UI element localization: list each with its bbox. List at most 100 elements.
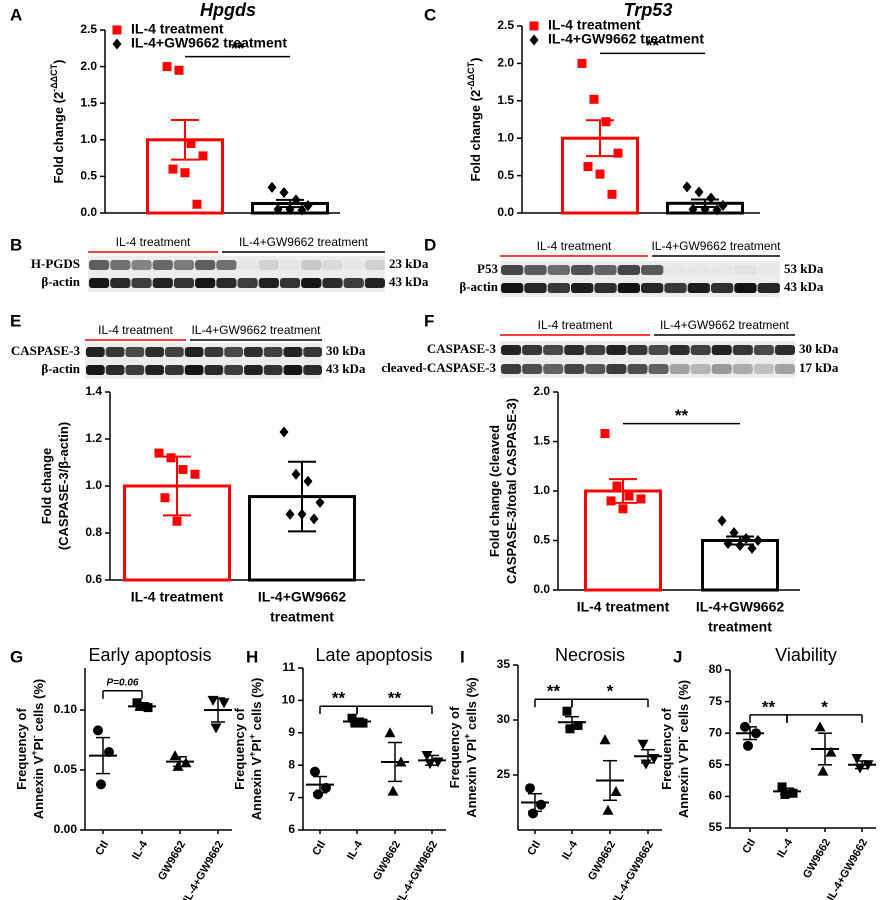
blot-band (184, 347, 204, 357)
blot-row-label: H-PGDS (31, 256, 80, 271)
y-tick-label: 2.0 (80, 59, 97, 73)
y-axis-label-part: cells (%) (676, 680, 691, 736)
data-point (637, 739, 649, 750)
blot-band (757, 283, 780, 293)
y-tick-label: 8 (288, 757, 295, 771)
y-tick-label: 11 (282, 660, 295, 674)
blot-band (547, 265, 570, 275)
data-point (682, 181, 692, 193)
y-axis-label-part: Annexin V (464, 754, 479, 818)
data-point (610, 786, 622, 796)
blot-band (627, 364, 648, 374)
data-point (735, 539, 745, 551)
blot-row-label: cleaved-CASPASE-3 (381, 360, 496, 375)
blot-band (152, 278, 173, 288)
chart-title: Trp53 (624, 0, 673, 20)
y-axis-label: Fold change (39, 448, 54, 525)
blot-band (501, 265, 524, 275)
blot-band (165, 365, 184, 375)
blot-band (774, 345, 795, 355)
blot-band (152, 260, 173, 270)
data-point (273, 203, 283, 215)
blot-background (85, 343, 322, 379)
y-tick-label: 1.0 (533, 483, 550, 497)
blot-band (238, 260, 258, 270)
data-point (729, 527, 739, 539)
y-axis-label-part: Annexin V (249, 756, 264, 820)
blot-band (263, 347, 283, 357)
blot-band (664, 265, 686, 275)
blot-band (522, 345, 543, 355)
blot-band (244, 365, 263, 375)
data-point (599, 734, 611, 745)
blot-band (585, 345, 606, 355)
group-label: IL-4+GW9662 treatment (191, 323, 321, 337)
y-tick-label: 1.5 (533, 434, 550, 448)
data-point (135, 701, 145, 711)
blot-band (322, 260, 343, 270)
data-point (536, 799, 546, 810)
blot-band (571, 265, 594, 275)
y-tick-label: 0.0 (533, 582, 550, 596)
y-axis-label: Annexin V-PI- cells (%) (674, 680, 691, 818)
blot-band (648, 345, 669, 355)
blot-band (617, 283, 640, 293)
panel-label: C (424, 5, 436, 24)
blot-band (522, 364, 543, 374)
data-point (168, 164, 178, 174)
y-axis-label-sup: - (674, 736, 684, 739)
legend-label: IL-4 treatment (548, 17, 641, 33)
blot-band (125, 347, 145, 357)
panel-label: A (10, 5, 22, 24)
y-tick-label: 0.5 (497, 168, 514, 182)
blot-band (173, 260, 195, 270)
chart-title: Late apoptosis (315, 645, 432, 665)
y-axis-label-sup: + (247, 752, 257, 757)
data-point (577, 58, 587, 68)
data-point (384, 727, 396, 738)
blot-size-label: 53 kDa (784, 261, 824, 276)
y-tick-label: 9 (288, 725, 295, 739)
blot-band (753, 345, 774, 355)
blot-band (195, 278, 216, 288)
blot-band (594, 265, 617, 275)
y-tick-label: 30 (497, 712, 511, 726)
data-point (777, 782, 787, 792)
y-tick-label: 70 (709, 725, 723, 739)
data-point (723, 537, 733, 549)
data-point (180, 168, 190, 178)
blot-band (364, 260, 385, 270)
y-axis-label-part: Frequency of (232, 708, 247, 790)
legend-marker (112, 25, 122, 35)
panel-label: H (246, 647, 258, 666)
y-tick-label: 0.5 (80, 169, 97, 183)
data-point (648, 754, 660, 764)
x-tick-label: IL-4+GW9662 (181, 839, 226, 900)
group-label: IL-4+GW9662 treatment (651, 239, 781, 253)
data-point (607, 189, 617, 199)
blot-band (258, 260, 279, 270)
significance-label: ** (675, 406, 689, 425)
x-tick-label: IL-4 (345, 838, 366, 862)
data-point (606, 496, 616, 506)
data-point (143, 703, 153, 713)
data-point (104, 747, 114, 757)
blot-band (664, 283, 687, 293)
data-point (740, 721, 750, 732)
data-point (160, 493, 170, 503)
legend-label: IL-4+GW9662 treatment (131, 35, 287, 51)
panel-label: J (673, 647, 682, 666)
blot-band (283, 365, 303, 375)
y-axis-label-sup: + (247, 734, 257, 739)
data-point (851, 753, 863, 764)
y-axis-label: Frequency of (14, 708, 29, 790)
x-tick-label: IL-4+GW9662 (395, 839, 440, 900)
y-tick-label: 2.0 (497, 56, 514, 70)
y-axis-label-part: (CASPASE-3/β-actin) (56, 422, 71, 550)
y-axis-label: CASPASE-3/total CASPASE-3) (504, 398, 519, 584)
blot-band (86, 365, 105, 375)
blot-row-label: CASPASE-3 (11, 343, 81, 358)
data-point (172, 516, 182, 526)
blot-band (711, 283, 734, 293)
